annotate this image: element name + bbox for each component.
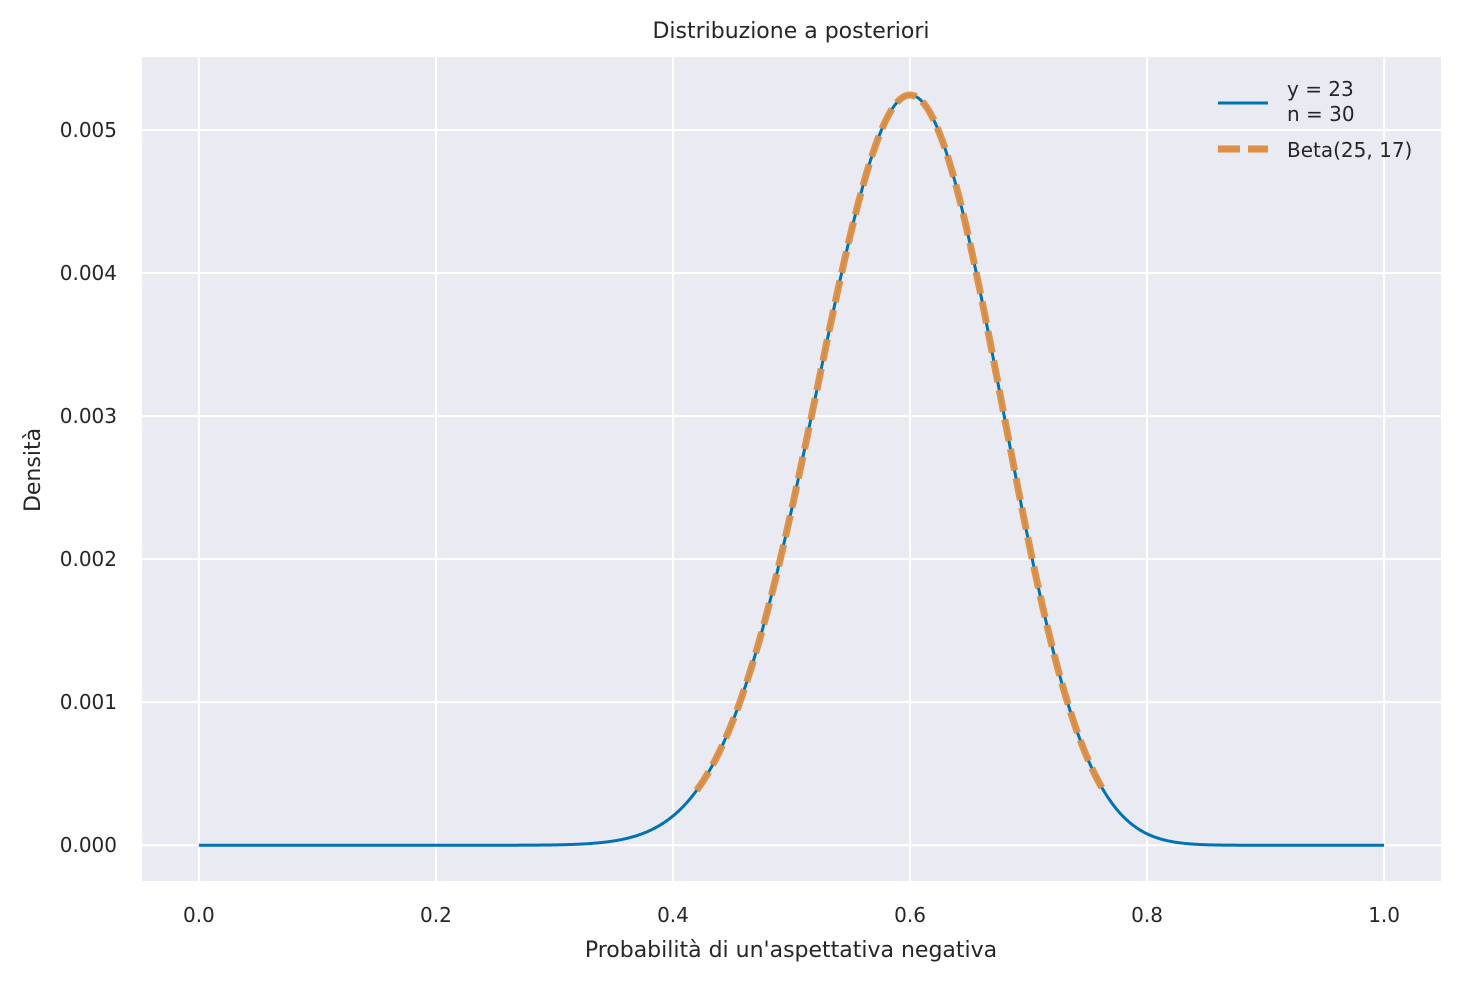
x-tick-label: 1.0 [1368,903,1400,927]
y-tick-label: 0.004 [60,261,117,285]
posterior-curve [198,93,1385,847]
legend-label-y: y = 23 [1287,77,1354,101]
legend-label-beta: Beta(25, 17) [1287,138,1412,162]
x-tick-label: 0.2 [420,903,452,927]
y-tick-labels: 0.000 0.001 0.002 0.003 0.004 0.005 [60,118,117,857]
y-tick-label: 0.001 [60,690,117,714]
y-tick-label: 0.000 [60,833,117,857]
plot-background [142,57,1441,881]
y-tick-label: 0.002 [60,547,117,571]
legend: y = 23 n = 30 Beta(25, 17) [1218,77,1412,162]
x-tick-label: 0.8 [1131,903,1163,927]
x-tick-label: 0.0 [183,903,215,927]
legend-label-n: n = 30 [1287,102,1355,126]
data-curves [198,91,1385,847]
y-tick-label: 0.005 [60,118,117,142]
y-tick-label: 0.003 [60,404,117,428]
x-tick-label: 0.6 [894,903,926,927]
x-tick-labels: 0.0 0.2 0.4 0.6 0.8 1.0 [183,903,1400,927]
chart-title: Distribuzione a posteriori [652,19,929,44]
x-axis-label: Probabilità di un'aspettativa negativa [585,938,997,963]
beta-curve [693,91,1106,793]
x-tick-label: 0.4 [657,903,689,927]
y-axis-label: Densità [21,428,46,512]
